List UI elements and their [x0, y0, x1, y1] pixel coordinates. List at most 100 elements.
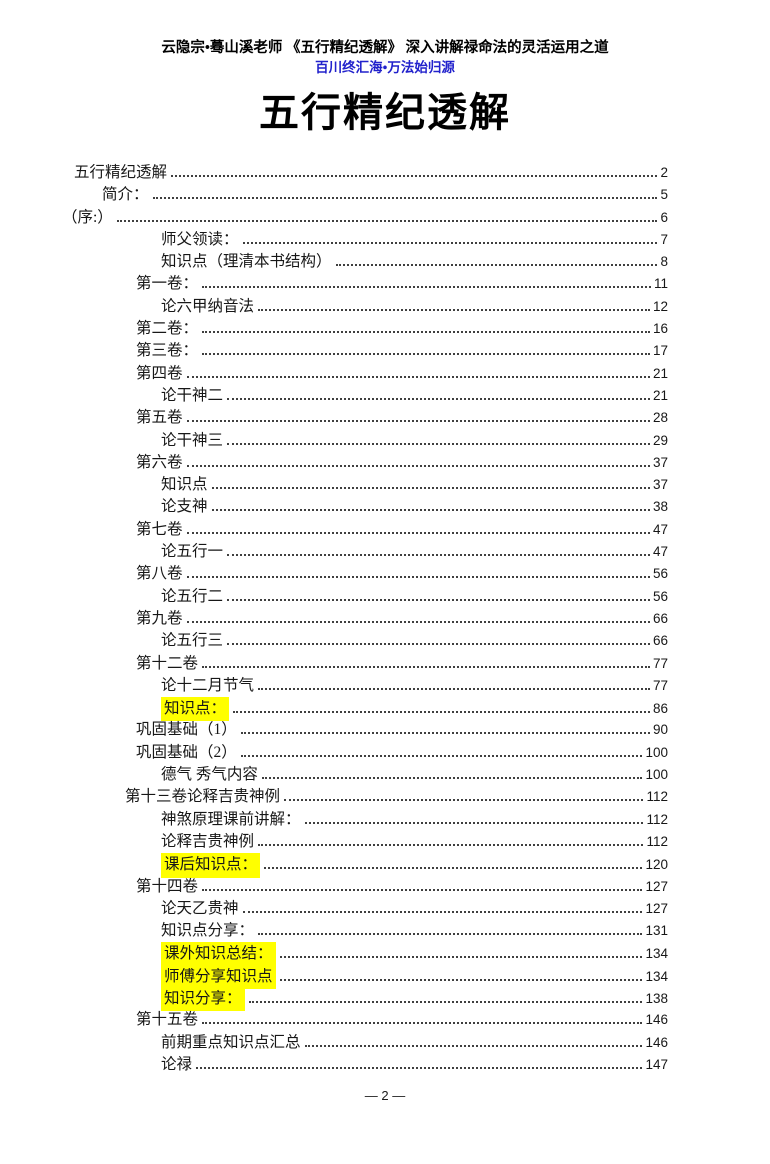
toc-entry[interactable]: 知识分享： 138	[0, 986, 770, 1012]
toc-entry[interactable]: 师父领读： 7	[0, 229, 770, 251]
toc-dot-leader	[186, 531, 650, 534]
toc-entry[interactable]: 知识点 37	[0, 474, 770, 496]
toc-dot-leader	[116, 219, 658, 222]
footer-page-number: — 2 —	[364, 1088, 406, 1103]
toc-entry-label: 课外知识总结：	[161, 942, 276, 967]
toc-entry[interactable]: 论支神 38	[0, 496, 770, 518]
toc-entry[interactable]: 第十四卷 127	[0, 876, 770, 898]
toc-dot-leader	[258, 933, 643, 936]
toc-entry-label: 德气 秀气内容	[161, 766, 258, 784]
toc-dot-leader	[202, 286, 651, 289]
toc-dot-leader	[171, 175, 658, 177]
toc-entry-label: 第十四卷	[136, 877, 199, 895]
toc-page-number: 86	[652, 701, 668, 717]
toc-entry[interactable]: 论禄 147	[0, 1054, 770, 1076]
toc-entry[interactable]: 第二卷： 16	[0, 318, 770, 340]
toc-entry[interactable]: 第十五卷 146	[0, 1009, 770, 1031]
toc-entry[interactable]: 论五行三 66	[0, 630, 770, 652]
toc-entry[interactable]: 第一卷： 11	[0, 273, 770, 295]
toc-entry-label: 第十五卷	[136, 1011, 199, 1029]
toc-entry-label: 第六卷	[136, 453, 183, 471]
toc-entry-label: 论五行一	[161, 543, 224, 561]
toc-page-number: 127	[645, 900, 668, 916]
toc-entry[interactable]: 知识点（理清本书结构） 8	[0, 251, 770, 273]
toc-entry[interactable]: 知识点： 86	[0, 697, 770, 722]
header-line-2: 百川终汇海•万法始归源	[315, 60, 455, 75]
toc-entry[interactable]: 简介： 5	[0, 184, 770, 206]
toc-entry[interactable]: 第十二卷 77	[0, 653, 770, 675]
toc-entry[interactable]: 课后知识点： 120	[0, 853, 770, 878]
toc-dot-leader	[227, 554, 650, 557]
toc-entry[interactable]: 第四卷 21	[0, 363, 770, 385]
toc-page-number: 100	[645, 744, 668, 760]
toc-entry[interactable]: 论十二月节气 77	[0, 675, 770, 697]
toc-page-number: 56	[652, 566, 668, 582]
toc-entry-label: 论禄	[161, 1055, 193, 1073]
toc-page-number: 21	[652, 387, 668, 403]
toc-entry-label: 论支神	[161, 498, 208, 516]
toc-page-number: 38	[652, 499, 668, 515]
toc-dot-leader	[186, 420, 650, 423]
toc-dot-leader	[211, 509, 650, 512]
toc-page-number: 100	[645, 767, 668, 783]
toc-entry[interactable]: 巩固基础（1） 90	[0, 719, 770, 741]
toc-entry[interactable]: 知识点分享： 131	[0, 920, 770, 942]
toc-entry[interactable]: 五行精纪透解 2	[0, 162, 770, 184]
toc-entry[interactable]: 第七卷 47	[0, 519, 770, 541]
toc-dot-leader	[304, 1044, 643, 1047]
toc-page-number: 8	[660, 254, 668, 270]
toc-entry[interactable]: 论五行一 47	[0, 541, 770, 563]
toc-entry[interactable]: 第八卷 56	[0, 563, 770, 585]
toc-dot-leader	[304, 821, 644, 824]
toc-dot-leader	[279, 956, 643, 959]
toc-dot-leader	[202, 331, 650, 334]
toc-page-number: 21	[652, 365, 668, 381]
toc-entry[interactable]: （序:） 6	[0, 207, 770, 229]
toc-dot-leader	[248, 1000, 643, 1003]
toc-entry[interactable]: 前期重点知识点汇总 146	[0, 1032, 770, 1054]
page-title: 五行精纪透解	[259, 90, 511, 135]
toc-entry[interactable]: 第五卷 28	[0, 407, 770, 429]
toc-entry[interactable]: 课外知识总结： 134	[0, 942, 770, 967]
toc-entry[interactable]: 论干神二 21	[0, 385, 770, 407]
toc-entry-label: 论天乙贵神	[161, 899, 239, 917]
toc-entry[interactable]: 论五行二 56	[0, 586, 770, 608]
toc-entry-label: 师父领读：	[161, 230, 239, 248]
toc-entry-label: （序:）	[62, 208, 113, 226]
toc-entry-label: 第四卷	[136, 364, 183, 382]
header-line-1: 云隐宗•蓦山溪老师 《五行精纪透解》 深入讲解禄命法的灵活运用之道	[161, 40, 609, 56]
toc-entry[interactable]: 巩固基础（2） 100	[0, 742, 770, 764]
toc-entry[interactable]: 论六甲纳音法 12	[0, 296, 770, 318]
toc-entry[interactable]: 论释吉贵神例 112	[0, 831, 770, 853]
toc-page-number: 131	[645, 923, 668, 939]
toc-page-number: 47	[652, 521, 668, 537]
toc-dot-leader	[227, 598, 650, 601]
toc-page-number: 37	[652, 454, 668, 470]
toc-entry[interactable]: 神煞原理课前讲解： 112	[0, 809, 770, 831]
toc-page-number: 134	[645, 968, 668, 984]
toc-dot-leader	[152, 197, 658, 200]
toc-page-number: 112	[646, 811, 668, 827]
toc-entry-label: 论干神二	[161, 386, 224, 404]
toc-dot-leader	[233, 711, 650, 714]
toc-entry[interactable]: 第九卷 66	[0, 608, 770, 630]
toc-page-number: 2	[660, 165, 668, 180]
toc-dot-leader	[196, 1066, 643, 1069]
toc-entry-label: 知识分享：	[161, 986, 245, 1012]
toc-page-number: 7	[660, 231, 668, 247]
toc-page-number: 16	[652, 321, 668, 337]
toc-entry-label: 论五行二	[161, 587, 224, 605]
toc-entry[interactable]: 第三卷： 17	[0, 340, 770, 362]
toc-dot-leader	[227, 442, 650, 445]
toc-dot-leader	[258, 687, 650, 690]
toc-entry[interactable]: 论干神三 29	[0, 430, 770, 452]
toc-entry-label: 论干神三	[161, 431, 224, 449]
toc-dot-leader	[279, 978, 643, 981]
toc-page-number: 17	[652, 343, 668, 359]
toc-entry[interactable]: 论天乙贵神 127	[0, 898, 770, 920]
toc-entry[interactable]: 德气 秀气内容 100	[0, 764, 770, 786]
toc-page-number: 66	[652, 610, 668, 626]
toc-entry[interactable]: 师傅分享知识点 134	[0, 964, 770, 989]
toc-entry[interactable]: 第十三卷论释吉贵神例 112	[0, 786, 770, 808]
toc-entry[interactable]: 第六卷 37	[0, 452, 770, 474]
